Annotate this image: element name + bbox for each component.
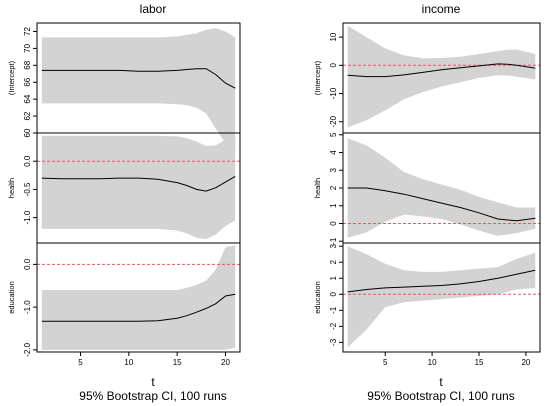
x-tick-label: 20 — [221, 358, 230, 367]
labor-panels: 60 62 64 66 68 70 72 (Intercept) -1.0 -0.5 0.0 heal… — [7, 22, 241, 357]
y-tick-label: 1 — [329, 203, 338, 208]
estimate-line — [41, 293, 236, 322]
x-tick-label: 15 — [173, 358, 182, 367]
y-tick-label: 5 — [329, 132, 338, 137]
y-tick-label: -1 — [329, 306, 338, 314]
panel-intercept: 60 62 64 66 68 70 72 (Intercept) — [7, 22, 241, 145]
y-tick-label: 0 — [329, 63, 338, 68]
panel-health: -1 0 1 2 3 4 5 health — [313, 132, 541, 245]
panel-frame — [36, 242, 241, 353]
y-tick-label: -3 — [329, 338, 338, 346]
y-axis-label: (Intercept) — [313, 60, 322, 95]
y-tick-label: -1.0 — [23, 210, 32, 224]
income-panels: -20-10010(Intercept)-1012345health-3-2-1… — [313, 22, 541, 353]
ci-band — [347, 246, 536, 348]
y-tick-label: 2 — [329, 259, 338, 264]
y-tick-label: 3 — [329, 167, 338, 172]
chart-labor: labor 60 62 64 66 68 70 72 (Intercept) -1.0 -0.5 0… — [7, 2, 241, 403]
y-tick-label: 60 — [23, 128, 32, 137]
y-tick-label: -0.5 — [23, 182, 32, 196]
x-tick-label: 5 — [78, 358, 83, 367]
chart-title: labor — [140, 2, 167, 16]
panel-education: -2.0 -1.0 0.0 education — [7, 242, 241, 357]
panel-health: -1.0 -0.5 0.0 health — [7, 132, 241, 244]
panel-intercept: -20 -10 0 10 (Intercept) — [313, 22, 541, 134]
y-tick-label: -10 — [329, 87, 338, 99]
y-axis-label: health — [7, 178, 16, 198]
ci-band — [41, 28, 236, 145]
estimate-line — [347, 269, 536, 293]
estimate-line — [41, 68, 236, 89]
chart-income: income -20-10010(Intercept)-1012345healt… — [313, 2, 541, 403]
y-tick-label: 3 — [329, 243, 338, 248]
y-tick-label: 0 — [329, 292, 338, 297]
y-tick-label: -2.0 — [23, 342, 32, 356]
ci-band — [41, 135, 236, 240]
y-tick-label: 2 — [329, 185, 338, 190]
y-tick-label: 64 — [23, 94, 32, 103]
x-tick-label: 20 — [521, 358, 530, 367]
x-axis-label: t — [439, 375, 443, 389]
y-tick-label: -1 — [329, 237, 338, 245]
chart-caption: 95% Bootstrap CI, 100 runs — [367, 389, 514, 403]
y-tick-label: 0.0 — [23, 155, 32, 167]
y-tick-label: 66 — [23, 77, 32, 86]
y-tick-label: 10 — [329, 32, 338, 41]
estimate-line — [41, 175, 236, 192]
y-tick-label: -20 — [329, 115, 338, 127]
x-tick-label: 5 — [383, 358, 388, 367]
y-axis-label: health — [313, 178, 322, 198]
estimate-line — [347, 187, 536, 222]
y-axis-label: education — [313, 281, 322, 314]
chart-title: income — [422, 2, 461, 16]
ci-band — [347, 138, 536, 238]
y-tick-label: 4 — [329, 150, 338, 155]
y-tick-label: 0 — [329, 221, 338, 226]
y-tick-label: -2 — [329, 322, 338, 330]
x-tick-label: 10 — [428, 358, 437, 367]
y-axis-label: education — [7, 281, 16, 314]
x-axis-label: t — [151, 375, 155, 389]
y-tick-label: 1 — [329, 275, 338, 280]
ci-band — [347, 25, 536, 128]
y-tick-label: 68 — [23, 60, 32, 69]
y-tick-label: 72 — [23, 26, 32, 35]
panel-education: -3 -2 -1 0 1 2 3 education — [313, 242, 541, 353]
y-tick-label: 62 — [23, 111, 32, 120]
panel-frame — [342, 242, 541, 353]
y-tick-label: -1.0 — [23, 300, 32, 314]
y-tick-label: 70 — [23, 43, 32, 52]
chart-caption: 95% Bootstrap CI, 100 runs — [79, 389, 226, 403]
income-x-axis: 5 10 15 20 — [383, 352, 531, 367]
ci-band — [41, 245, 236, 350]
x-tick-label: 10 — [124, 358, 133, 367]
estimate-line — [347, 63, 536, 78]
x-tick-label: 15 — [475, 358, 484, 367]
y-axis-label: (Intercept) — [7, 60, 16, 95]
y-tick-label: 0.0 — [23, 258, 32, 270]
labor-x-axis: 5 10 15 20 — [78, 352, 230, 367]
